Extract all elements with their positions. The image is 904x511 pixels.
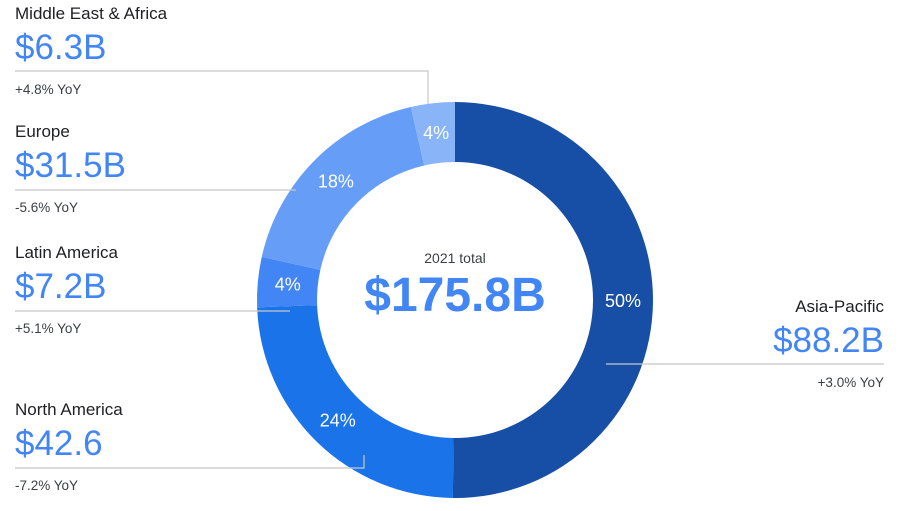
slice-asia-pacific	[452, 102, 653, 498]
percent-label: 4%	[423, 123, 449, 143]
leader-lines	[15, 70, 884, 469]
region-name: Latin America	[15, 243, 119, 262]
region-name: Europe	[15, 122, 70, 141]
region-name: Asia-Pacific	[795, 297, 884, 316]
percent-label: 18%	[318, 172, 354, 192]
percent-labels: 50% 24% 4% 18% 4%	[275, 123, 641, 430]
region-value: $7.2B	[15, 267, 106, 306]
region-labels: Asia-Pacific $88.2B +3.0% YoY North America…	[15, 4, 884, 493]
center-subtitle: 2021 total	[424, 250, 486, 266]
region-value: $88.2B	[773, 321, 884, 360]
center-total: $175.8B	[364, 269, 545, 322]
percent-label: 24%	[320, 410, 356, 430]
slice-north-america	[257, 305, 454, 498]
donut-slices	[257, 102, 653, 498]
region-yoy: -5.6% YoY	[15, 200, 78, 215]
region-value: $42.6	[15, 424, 103, 463]
leader-line	[15, 455, 365, 469]
region-yoy: +3.0% YoY	[818, 375, 884, 390]
slice-latin-america	[257, 256, 321, 308]
slice-europe	[261, 106, 425, 270]
region-yoy: +4.8% YoY	[15, 82, 81, 97]
leader-line	[15, 70, 429, 104]
percent-label: 4%	[275, 275, 301, 295]
region-yoy: +5.1% YoY	[15, 321, 81, 336]
region-name: North America	[15, 400, 123, 419]
region-value: $31.5B	[15, 146, 126, 185]
slice-middle-east-africa	[410, 102, 455, 166]
region-value: $6.3B	[15, 28, 106, 67]
percent-label: 50%	[605, 291, 641, 311]
region-name: Middle East & Africa	[15, 4, 168, 23]
region-yoy: -7.2% YoY	[15, 478, 78, 493]
